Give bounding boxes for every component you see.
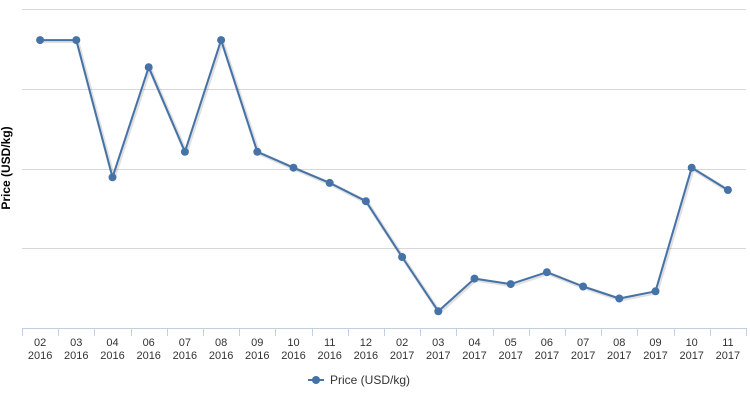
x-tick-label-year: 2016 [173, 350, 197, 362]
x-tick-label-month: 03 [70, 337, 82, 349]
gridlines [22, 9, 746, 249]
data-point [72, 36, 81, 45]
x-tick-label-month: 02 [396, 337, 408, 349]
x-tick-label-month: 11 [324, 337, 335, 349]
data-point [687, 163, 696, 172]
x-tick-label-year: 2017 [679, 350, 703, 362]
x-tick-label-month: 02 [34, 337, 46, 349]
x-tick-label-month: 04 [106, 337, 118, 349]
x-tick-label-month: 03 [432, 337, 444, 349]
x-tick-label-year: 2017 [535, 350, 559, 362]
data-point [361, 197, 370, 206]
x-tick-label-year: 2017 [716, 350, 740, 362]
x-tick-label-year: 2017 [571, 350, 595, 362]
series-line [40, 39, 729, 313]
x-tick-label-year: 2016 [64, 350, 88, 362]
x-tick-label-month: 12 [360, 337, 372, 349]
x-tick-label-year: 2017 [462, 350, 486, 362]
data-point [506, 280, 515, 289]
data-point [470, 274, 479, 283]
data-point [108, 173, 117, 182]
x-tick-label-month: 05 [505, 337, 517, 349]
x-tick-label-month: 09 [649, 337, 661, 349]
x-tick-label-month: 06 [541, 337, 553, 349]
x-tick-label-year: 2016 [209, 350, 233, 362]
x-tick-label-month: 08 [215, 337, 227, 349]
legend[interactable]: Price (USD/kg) [308, 373, 410, 387]
data-point [542, 268, 551, 277]
data-point [217, 36, 226, 45]
x-tick-label-year: 2017 [390, 350, 414, 362]
legend-marker-dot [312, 376, 320, 384]
x-tick-label-year: 2016 [281, 350, 305, 362]
data-point [723, 186, 732, 194]
x-tick-label-year: 2016 [245, 350, 269, 362]
x-tick-label-year: 2017 [607, 350, 631, 362]
data-point [651, 287, 660, 296]
x-tick-label-month: 07 [577, 337, 589, 349]
y-axis-label: Price (USD/kg) [0, 126, 13, 209]
x-tick-label-month: 09 [251, 337, 263, 349]
x-tick-label-month: 11 [722, 337, 733, 349]
x-tick-label-month: 08 [613, 337, 625, 349]
x-tick-label-month: 04 [468, 337, 480, 349]
x-axis: 0220160320160420160620160720160820160920… [22, 328, 747, 362]
data-point [253, 147, 262, 156]
x-tick-label-year: 2016 [28, 350, 52, 362]
x-tick-label-year: 2016 [317, 350, 341, 362]
x-tick-label-year: 2016 [354, 350, 378, 362]
data-point [36, 36, 45, 45]
data-point [398, 253, 407, 261]
data-point [180, 147, 189, 156]
data-point [144, 63, 153, 72]
legend-label: Price (USD/kg) [330, 373, 410, 387]
x-tick-label-month: 10 [686, 337, 698, 349]
data-point [289, 163, 298, 172]
data-point [325, 178, 334, 187]
data-point [579, 282, 588, 291]
series-layer [36, 36, 732, 316]
x-tick-label-year: 2016 [100, 350, 124, 362]
x-tick-label-year: 2016 [136, 350, 160, 362]
x-tick-label-year: 2017 [426, 350, 450, 362]
x-tick-label-year: 2017 [498, 350, 522, 362]
x-tick-label-month: 06 [143, 337, 155, 349]
data-point [434, 307, 443, 316]
x-tick-label-year: 2017 [643, 350, 667, 362]
data-point [615, 294, 624, 303]
x-tick-label-month: 07 [179, 337, 191, 349]
x-tick-label-month: 10 [287, 337, 299, 349]
